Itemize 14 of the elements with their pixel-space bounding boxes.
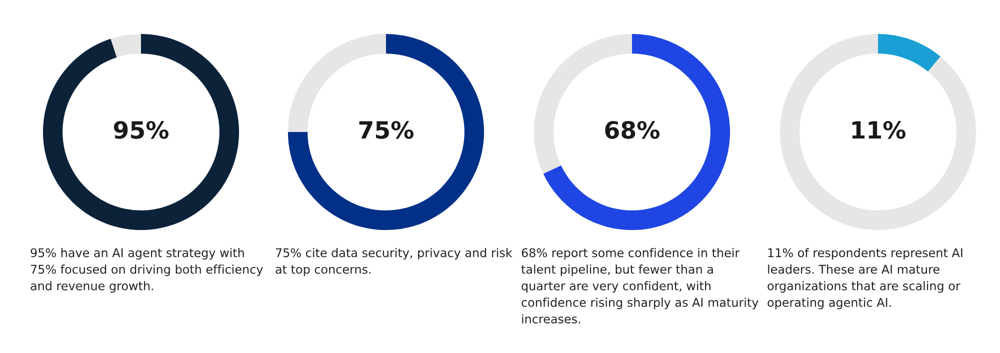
text: 75% cite data security, privacy and risk at top concerns. — [276, 248, 512, 276]
donut-slice — [878, 34, 940, 72]
text: 95% have an AI agent strategy with 75% focused on driving both efficiency and revenue growth. — [30, 248, 263, 293]
donut-slice — [543, 34, 730, 230]
donut-slice — [288, 34, 484, 230]
donut-slice — [780, 34, 976, 230]
data-label: 75% — [359, 120, 414, 139]
data-label: 68% — [605, 120, 660, 139]
text: 68% report some confidence in their talent pipeline, but fewer than a quarter are very confident, with confidence rising sharply as AI maturity increases. — [521, 248, 758, 324]
data-label: 95% — [114, 120, 169, 139]
donut-slice — [110, 34, 141, 58]
donut-slice — [42, 34, 240, 230]
data-label: 11% — [852, 120, 906, 139]
text: 11% of respondents represent AI leaders. These are AI mature organizations that are scaling or operating agentic AI. — [768, 248, 962, 310]
